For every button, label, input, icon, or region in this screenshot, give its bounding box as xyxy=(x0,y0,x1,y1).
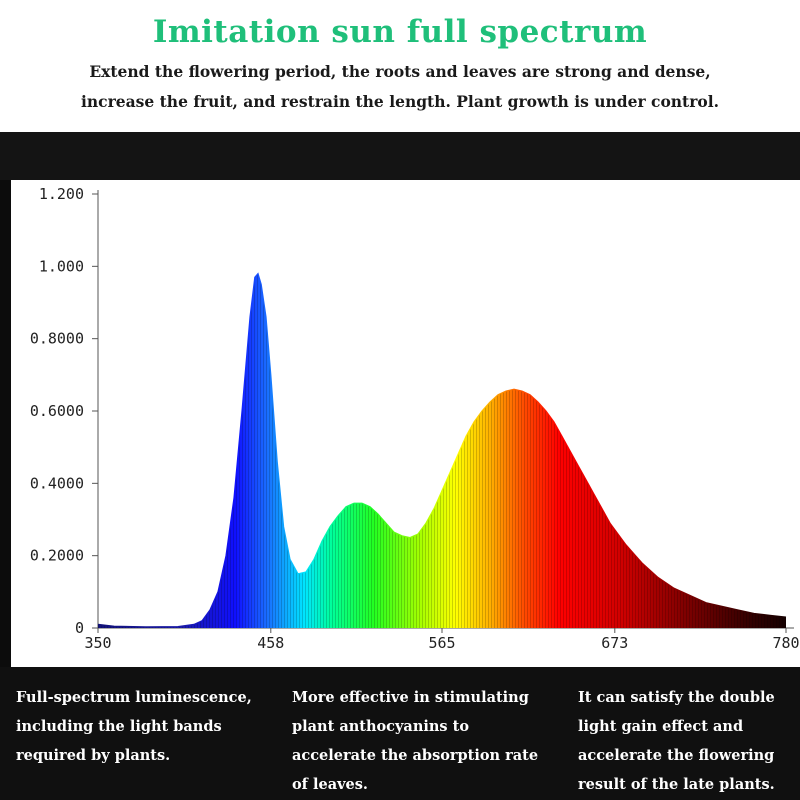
x-tick-label: 673 xyxy=(601,634,628,652)
feature-text-2: More effective in stimulating plant antho… xyxy=(292,683,562,799)
feature-line: light gain effect and xyxy=(578,718,744,735)
feature-line: Full-spectrum luminescence, xyxy=(16,689,252,706)
feature-line: More effective in stimulating xyxy=(292,689,529,706)
divider-band xyxy=(0,132,800,180)
spectrum-texture xyxy=(98,273,786,628)
spectrum-chart: 0 0.2000 0.4000 0.6000 0.8000 1.000 1.200 350 4… xyxy=(30,185,800,652)
spectrum-line xyxy=(97,272,787,628)
feature-line: including the light bands xyxy=(16,718,222,735)
feature-line: accelerate the absorption rate xyxy=(292,747,539,764)
subtitle-line-2: increase the fruit, and restrain the len… xyxy=(81,92,719,111)
y-tick-label: 0.6000 xyxy=(30,402,84,420)
footer-panel: Full-spectrum luminescence, including the… xyxy=(0,667,800,800)
spectrum-chart-panel: 0 0.2000 0.4000 0.6000 0.8000 1.000 1.200 350 4… xyxy=(11,180,800,667)
subtitle-line-1: Extend the flowering period, the roots a… xyxy=(89,62,711,81)
header-banner: Imitation sun full spectrum Extend the f… xyxy=(0,0,800,132)
feature-line: of leaves. xyxy=(292,776,368,793)
x-tick-label: 350 xyxy=(84,634,111,652)
feature-line: required by plants. xyxy=(16,747,171,764)
y-tick-label: 0 xyxy=(75,619,84,637)
feature-line: accelerate the flowering xyxy=(578,747,775,764)
x-axis: 350 458 565 673 780 xyxy=(84,627,800,652)
feature-text-1: Full-spectrum luminescence, including the… xyxy=(16,683,276,770)
feature-line: plant anthocyanins to xyxy=(292,718,470,735)
y-axis: 0 0.2000 0.4000 0.6000 0.8000 1.000 1.200 xyxy=(30,185,99,637)
x-tick-label: 565 xyxy=(428,634,455,652)
page-title: Imitation sun full spectrum xyxy=(152,14,648,50)
x-tick-label: 780 xyxy=(772,634,799,652)
y-tick-label: 1.200 xyxy=(39,185,84,203)
y-tick-label: 0.2000 xyxy=(30,547,84,565)
spectrum-series xyxy=(97,272,787,628)
feature-line: It can satisfy the double xyxy=(578,689,775,706)
feature-text-3: It can satisfy the double light gain effe… xyxy=(578,683,800,799)
feature-line: result of the late plants. xyxy=(578,776,775,793)
x-tick-label: 458 xyxy=(257,634,284,652)
y-tick-label: 0.4000 xyxy=(30,474,84,492)
y-tick-label: 1.000 xyxy=(39,257,84,275)
y-tick-label: 0.8000 xyxy=(30,330,84,348)
